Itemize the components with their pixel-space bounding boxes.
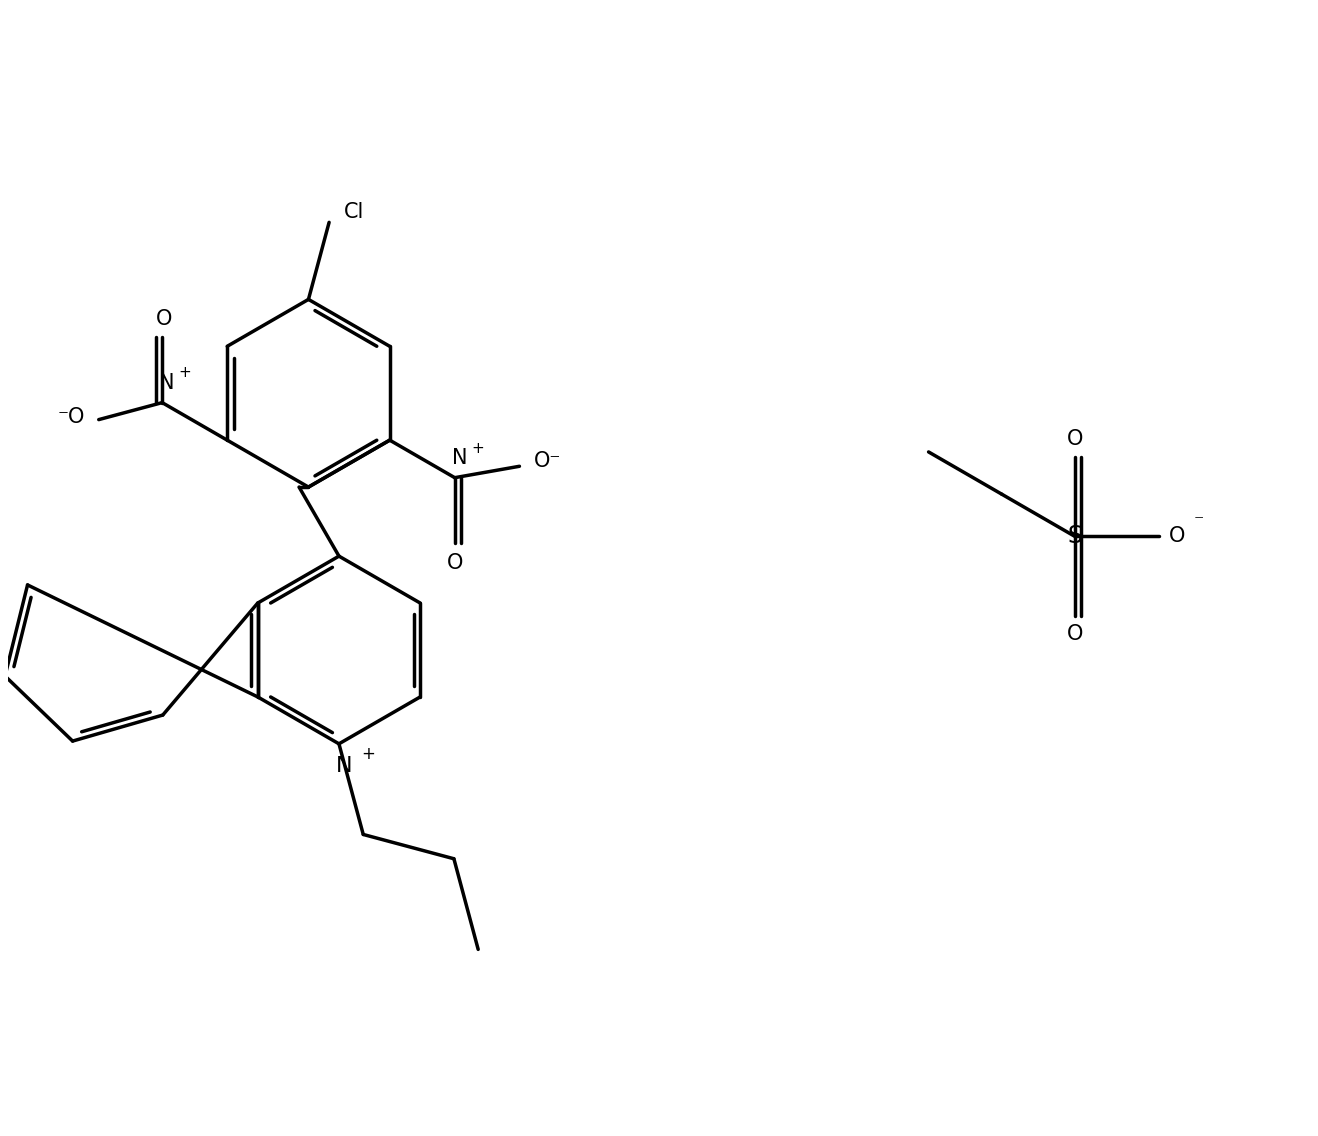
Text: O: O xyxy=(156,309,173,329)
Text: O: O xyxy=(1066,429,1083,449)
Text: +: + xyxy=(361,745,376,762)
Text: ⁻O: ⁻O xyxy=(58,407,84,427)
Text: Cl: Cl xyxy=(344,202,364,223)
Text: +: + xyxy=(178,366,191,381)
Text: O: O xyxy=(1169,526,1185,546)
Text: ⁻: ⁻ xyxy=(1194,512,1203,531)
Text: O: O xyxy=(447,553,463,574)
Text: N: N xyxy=(336,755,352,776)
Text: +: + xyxy=(471,441,484,456)
Text: N: N xyxy=(159,373,175,393)
Text: N: N xyxy=(452,448,468,468)
Text: O⁻: O⁻ xyxy=(534,451,560,471)
Text: S: S xyxy=(1068,525,1082,549)
Text: O: O xyxy=(1066,624,1083,644)
